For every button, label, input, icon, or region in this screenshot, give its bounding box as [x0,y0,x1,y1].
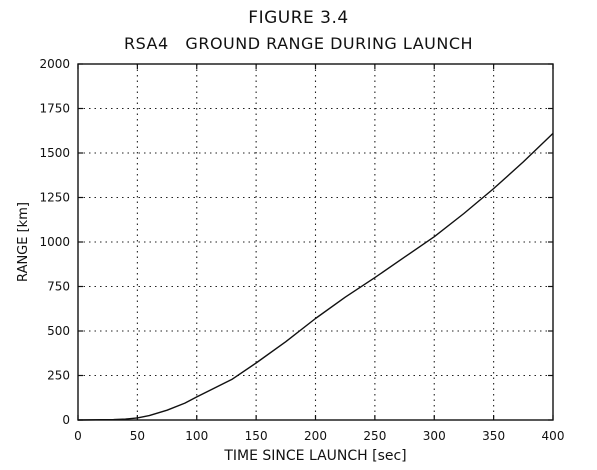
y-tick-label: 1750 [39,102,70,116]
x-tick-label: 250 [363,429,386,443]
x-tick-label: 50 [130,429,145,443]
chart-title: RSA4 GROUND RANGE DURING LAUNCH [123,34,474,53]
y-tick-label: 500 [47,324,70,338]
x-tick-label: 300 [423,429,446,443]
figure-title: FIGURE 3.4 [248,8,349,28]
x-tick-labels: 0 50 100 150 200 250 300 350 400 [74,429,564,443]
series-layer [77,132,554,421]
x-tick-label: 350 [482,429,505,443]
range-series-line [77,132,554,421]
y-axis-label: RANGE [km] [16,202,31,282]
y-tick-label: 250 [47,369,70,383]
x-tick-label: 100 [185,429,208,443]
x-tick-label: 150 [245,429,268,443]
y-tick-label: 1250 [39,191,70,205]
x-tick-label: 400 [542,429,565,443]
x-axis-label: TIME SINCE LAUNCH [sec] [223,448,406,464]
y-tick-label: 1000 [39,235,70,249]
y-tick-labels: 0 250 500 750 1000 1250 1500 1750 2000 [39,57,70,427]
y-tick-label: 2000 [39,57,70,71]
ticks [77,63,554,421]
grid [78,64,553,420]
x-tick-label: 0 [74,429,82,443]
x-tick-label: 200 [304,429,327,443]
y-tick-label: 1500 [39,146,70,160]
y-tick-label: 750 [47,280,70,294]
y-tick-label: 0 [62,413,70,427]
